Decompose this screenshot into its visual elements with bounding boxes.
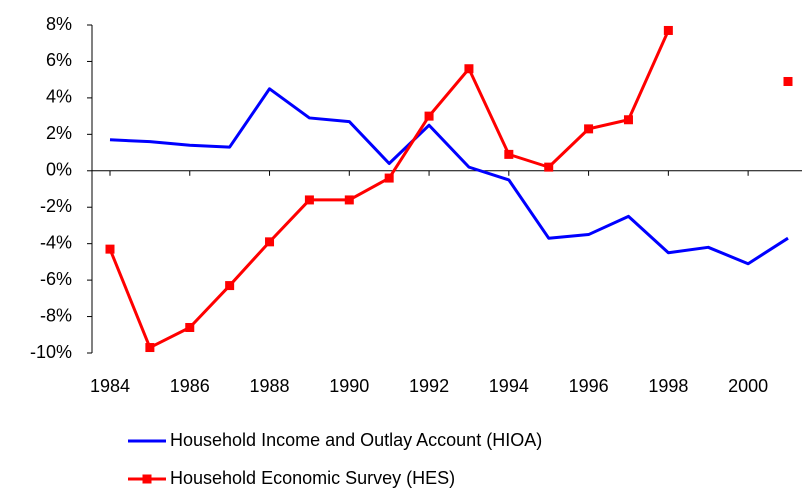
y-tick-label: -6% bbox=[40, 269, 72, 289]
x-tick-label: 1996 bbox=[569, 376, 609, 396]
x-tick-label: 1990 bbox=[329, 376, 369, 396]
point-marker bbox=[225, 281, 235, 291]
x-tick-label: 1994 bbox=[489, 376, 529, 396]
point-marker bbox=[185, 322, 195, 332]
point-marker bbox=[424, 111, 434, 121]
x-tick-label: 1986 bbox=[170, 376, 210, 396]
point-marker bbox=[464, 64, 474, 74]
y-tick-label: -2% bbox=[40, 196, 72, 216]
point-marker bbox=[544, 162, 554, 172]
x-tick-label: 1998 bbox=[648, 376, 688, 396]
point-marker bbox=[304, 195, 314, 205]
point-marker bbox=[663, 25, 673, 35]
point-marker bbox=[783, 76, 793, 86]
y-tick-label: -4% bbox=[40, 232, 72, 252]
legend-label: Household Income and Outlay Account (HIO… bbox=[170, 430, 542, 450]
x-tick-label: 1992 bbox=[409, 376, 449, 396]
y-tick-label: -10% bbox=[30, 342, 72, 362]
point-marker bbox=[623, 115, 633, 125]
y-tick-label: -8% bbox=[40, 305, 72, 325]
series-line bbox=[109, 87, 789, 266]
point-marker bbox=[584, 124, 594, 134]
y-tick-label: 2% bbox=[46, 123, 72, 143]
point-marker bbox=[384, 173, 394, 183]
point-marker bbox=[105, 244, 115, 254]
legend-label: Household Economic Survey (HES) bbox=[170, 468, 455, 488]
y-tick-label: 4% bbox=[46, 87, 72, 107]
point-marker bbox=[344, 195, 354, 205]
legend-marker bbox=[142, 474, 152, 484]
x-tick-label: 2000 bbox=[728, 376, 768, 396]
point-marker bbox=[145, 343, 155, 353]
y-tick-label: 8% bbox=[46, 14, 72, 34]
y-tick-label: 6% bbox=[46, 50, 72, 70]
series-line bbox=[110, 30, 788, 347]
point-marker bbox=[504, 149, 514, 159]
x-tick-label: 1988 bbox=[250, 376, 290, 396]
x-tick-label: 1984 bbox=[90, 376, 130, 396]
point-marker bbox=[265, 237, 275, 247]
y-tick-label: 0% bbox=[46, 160, 72, 180]
